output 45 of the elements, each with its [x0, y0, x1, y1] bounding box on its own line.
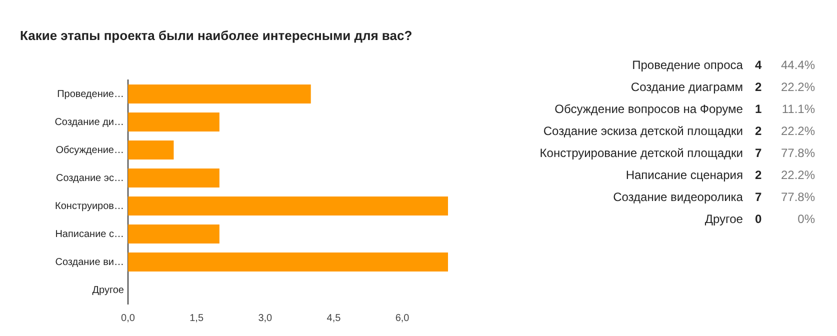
x-tick-label: 1,5 [190, 312, 204, 324]
x-tick-label: 6,0 [395, 312, 410, 324]
text: 11.1% [780, 101, 815, 118]
data-label: 7 [754, 145, 763, 162]
category-label: Другое [704, 211, 744, 228]
bar [128, 84, 311, 104]
text: 22.2% [780, 123, 815, 140]
text: 77.8% [780, 145, 815, 162]
category-label: Создание диаграмм [630, 79, 744, 96]
category-label: Создание видеоролика [612, 189, 744, 206]
y-tick-label: Написание с… [55, 228, 124, 240]
data-label: 2 [754, 167, 763, 184]
text: 22.2% [780, 79, 815, 96]
data-label: 7 [754, 189, 763, 206]
y-tick-label: Создание ди… [54, 116, 124, 128]
x-tick-label: 3,0 [258, 312, 273, 324]
text: 22.2% [780, 167, 815, 184]
x-tick-label: 4,5 [326, 312, 342, 324]
bar [128, 224, 220, 244]
data-label: 2 [754, 123, 763, 140]
bar [128, 140, 174, 160]
text: 0% [796, 211, 815, 228]
x-tick-label: 0,0 [121, 312, 136, 324]
category-label: Написание сценария [624, 167, 744, 184]
category-label: Конструирование детской площадки [540, 145, 744, 162]
data-label: 4 [754, 57, 763, 74]
category-label: Проведение опроса [631, 57, 744, 74]
bar [128, 168, 220, 188]
text: 44.4% [780, 57, 815, 74]
y-tick-label: Обсуждение… [56, 144, 124, 156]
y-tick-label: Другое [92, 284, 124, 296]
text: 77.8% [780, 189, 815, 206]
data-label: 2 [754, 79, 763, 96]
bar [128, 112, 220, 132]
category-label: Обсуждение вопросов на Форуме [554, 101, 744, 118]
category-label: Создание эскиза детской площадки [542, 123, 744, 140]
data-label: 1 [754, 101, 763, 118]
data-label: 0 [754, 211, 763, 228]
y-tick-label: Проведение… [57, 88, 124, 100]
y-tick-label: Создание ви… [55, 256, 124, 268]
y-tick-label: Создание эс… [56, 172, 124, 184]
y-tick-label: Конструиров… [55, 200, 124, 212]
bar [128, 196, 448, 216]
chart-title: Какие этапы проекта были наиболее интересными для вас? [20, 28, 412, 43]
bar [128, 252, 448, 272]
